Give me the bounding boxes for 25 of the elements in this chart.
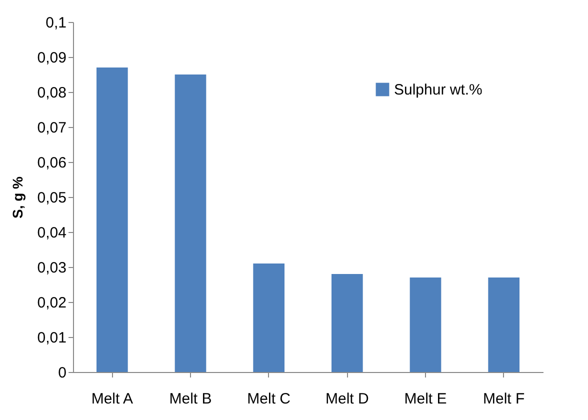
bar	[96, 68, 128, 372]
y-axis-title: S, g %	[9, 176, 26, 219]
x-tick-label: Melt D	[325, 390, 369, 408]
bar	[410, 278, 442, 372]
bar	[332, 274, 363, 372]
y-tick-label: 0,04	[37, 224, 66, 242]
y-tick-label: 0,02	[37, 294, 66, 312]
bar	[488, 278, 520, 372]
x-tick-label: Melt C	[247, 390, 291, 408]
y-tick-label: 0,08	[37, 84, 66, 102]
y-tick-label: 0,05	[37, 190, 66, 206]
y-tick-label: 0,09	[37, 50, 66, 66]
x-tick-label: Melt E	[404, 390, 447, 408]
y-tick-label: 0,07	[37, 120, 66, 136]
y-tick-label: 0	[58, 364, 66, 382]
bar	[174, 74, 206, 372]
y-tick-label: 0,03	[37, 260, 66, 276]
x-tick-label: Melt B	[169, 390, 212, 408]
y-tick-label: 0,1	[46, 14, 66, 32]
y-tick-label: 0,01	[37, 330, 66, 346]
legend-label: Sulphur wt.%	[394, 82, 482, 98]
x-tick-label: Melt A	[91, 390, 134, 408]
bar	[253, 264, 284, 372]
y-tick-label: 0,06	[37, 154, 66, 172]
x-tick-label: Melt F	[482, 390, 525, 408]
